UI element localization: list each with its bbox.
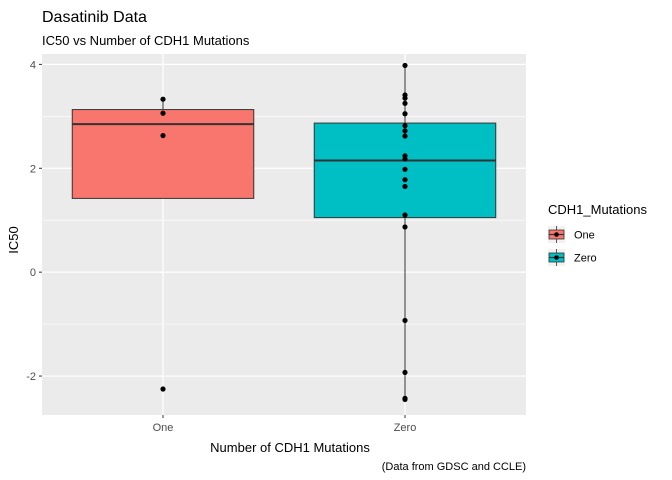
x-tick-label: One bbox=[153, 422, 174, 434]
chart-title: Dasatinib Data bbox=[42, 9, 147, 26]
data-point bbox=[402, 183, 408, 190]
legend-key-one bbox=[548, 226, 565, 243]
data-point bbox=[402, 128, 408, 134]
plot-panel bbox=[42, 54, 526, 415]
legend-title: CDH1_Mutations bbox=[548, 202, 647, 217]
legend-key-point bbox=[554, 232, 559, 237]
box-iqr bbox=[71, 109, 255, 199]
data-point bbox=[402, 317, 408, 324]
legend-key-zero bbox=[548, 249, 565, 266]
data-point bbox=[402, 166, 408, 172]
data-point bbox=[402, 369, 408, 376]
chart-subtitle: IC50 vs Number of CDH1 Mutations bbox=[42, 33, 250, 48]
data-point bbox=[402, 156, 408, 162]
y-tick-label: 2 bbox=[30, 163, 36, 175]
data-point bbox=[402, 62, 408, 69]
data-point bbox=[160, 110, 166, 116]
data-point bbox=[402, 212, 408, 218]
data-point bbox=[402, 224, 408, 230]
data-point bbox=[402, 177, 408, 183]
y-axis-title: IC50 bbox=[6, 226, 21, 253]
data-point bbox=[402, 95, 408, 101]
legend-key-point bbox=[554, 255, 559, 260]
data-point bbox=[402, 123, 408, 129]
data-point bbox=[160, 96, 166, 102]
y-tick-label: 0 bbox=[30, 267, 36, 279]
data-point bbox=[402, 111, 408, 117]
box-one bbox=[71, 99, 255, 199]
data-point bbox=[402, 133, 408, 139]
data-point bbox=[160, 386, 166, 392]
y-tick-label: -2 bbox=[26, 371, 36, 383]
legend-label-zero: Zero bbox=[574, 253, 597, 265]
y-axis-ticks: -2 0 2 4 bbox=[26, 59, 42, 383]
x-tick-label: Zero bbox=[394, 422, 417, 434]
data-point bbox=[402, 100, 408, 106]
legend: CDH1_Mutations One Zero bbox=[548, 202, 647, 266]
data-point bbox=[160, 132, 166, 139]
y-tick-label: 4 bbox=[30, 59, 36, 71]
caption: (Data from GDSC and CCLE) bbox=[382, 461, 526, 473]
x-axis-title: Number of CDH1 Mutations bbox=[210, 440, 370, 455]
x-axis-ticks: One Zero bbox=[153, 415, 417, 434]
data-point bbox=[402, 396, 408, 403]
boxes bbox=[71, 65, 497, 400]
legend-label-one: One bbox=[574, 230, 595, 242]
data-points bbox=[160, 62, 408, 403]
